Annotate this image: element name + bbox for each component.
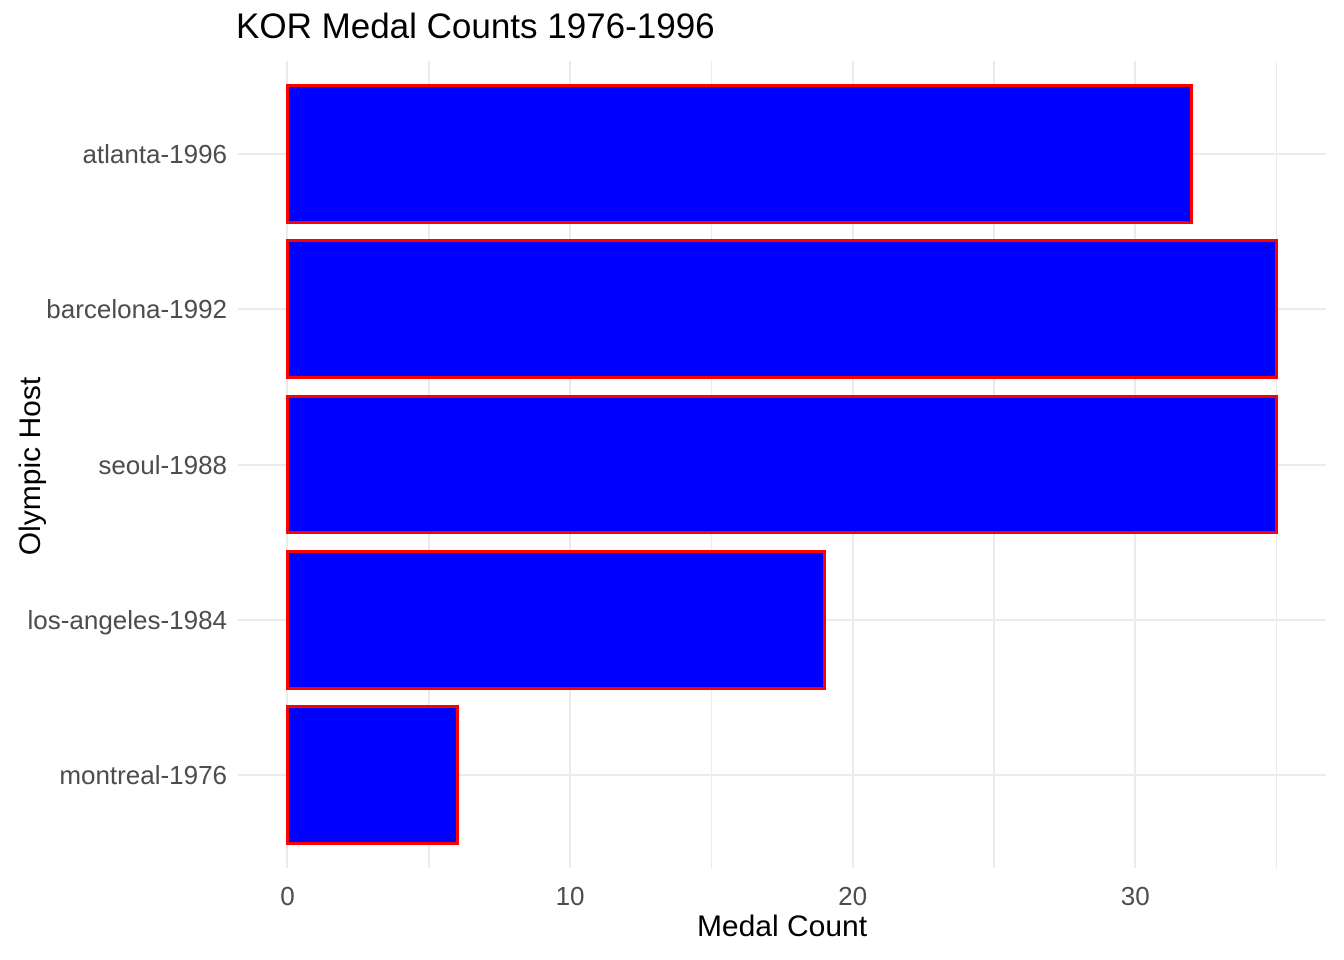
bar-barcelona-1992 <box>285 239 1279 380</box>
bar-montreal-1976 <box>285 705 459 845</box>
bar-los-angeles-1984 <box>285 549 826 690</box>
x-tick-label-30: 30 <box>1120 881 1150 911</box>
major-gridline-y-montreal-1976 <box>238 773 1326 776</box>
y-tick-label-montreal-1976: montreal-1976 <box>59 759 227 790</box>
bar-seoul-1988 <box>285 394 1279 535</box>
y-tick-label-seoul-1988: seoul-1988 <box>98 449 227 480</box>
y-tick-label-atlanta-1996: atlanta-1996 <box>82 139 227 170</box>
y-tick-label-barcelona-1992: barcelona-1992 <box>46 294 227 325</box>
chart-title: KOR Medal Counts 1976-1996 <box>236 7 715 46</box>
y-tick-label-los-angeles-1984: los-angeles-1984 <box>27 604 227 635</box>
bar-atlanta-1996 <box>285 84 1194 224</box>
x-axis-title: Medal Count <box>696 910 868 943</box>
x-tick-label-20: 20 <box>838 881 868 911</box>
x-tick-label-0: 0 <box>280 881 295 911</box>
x-tick-label-10: 10 <box>555 881 585 911</box>
